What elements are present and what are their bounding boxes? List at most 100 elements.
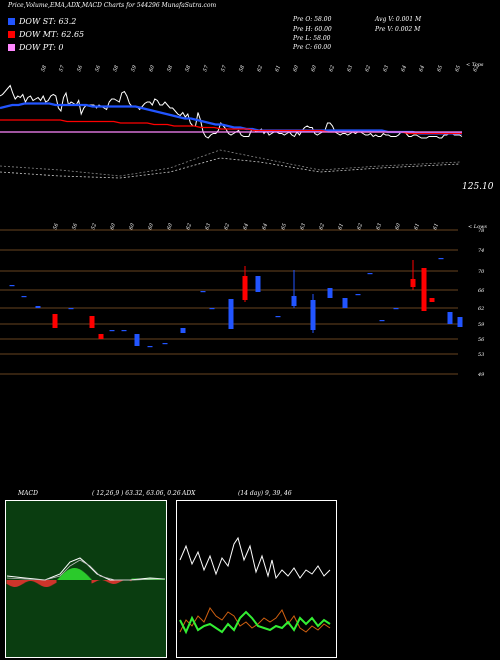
candle — [134, 334, 140, 346]
candle — [255, 276, 261, 292]
right-tick-label: 74 — [478, 248, 484, 254]
mid-tick-label: 61 — [432, 223, 440, 231]
top-tick-label: 64 — [418, 65, 426, 73]
top-tick-label: 60 — [310, 64, 318, 73]
top-tick-label: 58 — [40, 65, 48, 73]
top-tick-label: 62 — [328, 65, 336, 73]
candle — [421, 268, 427, 311]
di-plus-line — [179, 610, 331, 635]
macd-params: ( 12,26,9 ) 63.32, 63.06, 0.26 — [92, 490, 181, 497]
candle — [275, 316, 281, 318]
right-tick-label: 56 — [478, 337, 485, 343]
top-tick-label: 62 — [256, 65, 264, 73]
mid-tick-label: 56 — [52, 222, 60, 231]
top-tick-labels: 58 57 56 56 58 59 60 58 58 57 57 58 62 61 60 60 62 63 62 63… — [40, 64, 480, 73]
macd-panel — [5, 500, 167, 658]
candle — [228, 299, 234, 329]
top-tick-label: 65 — [454, 65, 462, 73]
legend-pt: DOW PT: 0 — [8, 43, 64, 52]
candle — [162, 343, 168, 345]
mid-tick-label: 60 — [109, 222, 117, 231]
candle — [147, 346, 153, 348]
mid-tick-label: 63 — [375, 223, 383, 231]
top-tick-label: 62 — [472, 65, 480, 73]
legend-pt-swatch — [8, 44, 15, 51]
right-tick-label: 66 — [478, 288, 485, 294]
ema-lines — [0, 84, 463, 179]
candle — [200, 291, 206, 293]
mid-tick-label: 64 — [242, 223, 250, 231]
di-minus-line — [179, 607, 331, 633]
tops-corner-label: < Tops — [466, 62, 484, 68]
right-tick-label: 59 — [478, 322, 485, 328]
series-line — [0, 102, 462, 135]
candle — [327, 288, 333, 298]
legend-mt-swatch — [8, 31, 15, 38]
right-tick-label: 78 — [478, 228, 484, 234]
candle — [109, 330, 115, 332]
candle — [68, 308, 74, 310]
mid-tick-label: 63 — [204, 223, 212, 231]
right-tick-label: 53 — [478, 352, 484, 358]
mid-tick-label: 60 — [166, 222, 174, 231]
helper-line — [0, 157, 461, 179]
candle — [457, 317, 463, 327]
legend-mt-label: DOW MT: 62.65 — [19, 30, 85, 39]
top-tick-label: 57 — [220, 64, 228, 73]
top-tick-label: 58 — [238, 65, 246, 73]
chart-title: Price,Volume,EMA,ADX,MACD Charts for 544… — [8, 2, 217, 9]
candle — [52, 314, 58, 328]
candle — [429, 298, 435, 302]
candle — [9, 285, 15, 287]
legend-pt-label: DOW PT: 0 — [19, 43, 64, 52]
mid-tick-label: 62 — [223, 223, 231, 231]
helper-line — [0, 149, 461, 177]
right-tick-label: 62 — [478, 306, 484, 312]
mid-tick-label: 60 — [147, 222, 155, 231]
candle — [180, 328, 186, 333]
stat-avg-volume: Avg V: 0.001 M — [375, 16, 422, 23]
top-tick-label: 58 — [112, 65, 120, 73]
price-value-label: 125.10 — [462, 182, 494, 192]
right-tick-label: 70 — [478, 269, 485, 275]
candle — [121, 330, 127, 332]
candle — [21, 296, 27, 298]
adx-title: ADX — [182, 490, 196, 497]
legend-mt: DOW MT: 62.65 — [8, 30, 84, 39]
candle — [367, 273, 373, 275]
legend-st-label: DOW ST: 63.2 — [19, 17, 77, 26]
top-tick-label: 60 — [148, 64, 156, 73]
horizontal-gridlines — [0, 229, 458, 375]
stat-open: Pre O: 58.00 — [293, 16, 332, 23]
mid-tick-label: 64 — [261, 223, 269, 231]
series-line — [0, 84, 463, 139]
mid-tick-label: 60 — [128, 222, 136, 231]
top-tick-label: 59 — [130, 64, 138, 73]
candle — [209, 308, 215, 310]
macd-lines — [6, 557, 166, 581]
top-tick-label: 58 — [184, 65, 192, 73]
adx-lines — [179, 536, 331, 635]
mid-tick-label: 56 — [71, 222, 79, 231]
top-tick-label: 60 — [292, 64, 300, 73]
stat-high: Pre H: 60.00 — [293, 26, 332, 33]
legend-st: DOW ST: 63.2 — [8, 17, 76, 26]
right-tick-label: 49 — [477, 372, 485, 378]
top-tick-label: 58 — [166, 65, 174, 73]
macd-title: MACD — [18, 490, 38, 497]
candle — [342, 298, 348, 308]
price-chart: 58 57 56 56 58 59 60 58 58 57 57 58 62 61 60 60 62 63 62 63… — [0, 62, 494, 378]
stat-close: Pre C: 60.00 — [293, 44, 332, 51]
mid-tick-label: 61 — [413, 223, 421, 231]
mid-tick-label: 62 — [356, 223, 364, 231]
mid-tick-labels: 56 56 52 60 60 60 60 62 63 62 64 64 65 63 62 61 62 63 60 61… — [52, 222, 440, 231]
top-tick-label: 64 — [400, 65, 408, 73]
mid-tick-label: 61 — [337, 223, 345, 231]
mid-tick-label: 62 — [185, 223, 193, 231]
top-tick-label: 65 — [436, 65, 444, 73]
legend-st-swatch — [8, 18, 15, 25]
macd-signal-line — [6, 559, 165, 581]
mid-tick-label: 52 — [90, 223, 98, 231]
top-tick-label: 63 — [346, 65, 354, 73]
adx-panel — [176, 500, 337, 658]
